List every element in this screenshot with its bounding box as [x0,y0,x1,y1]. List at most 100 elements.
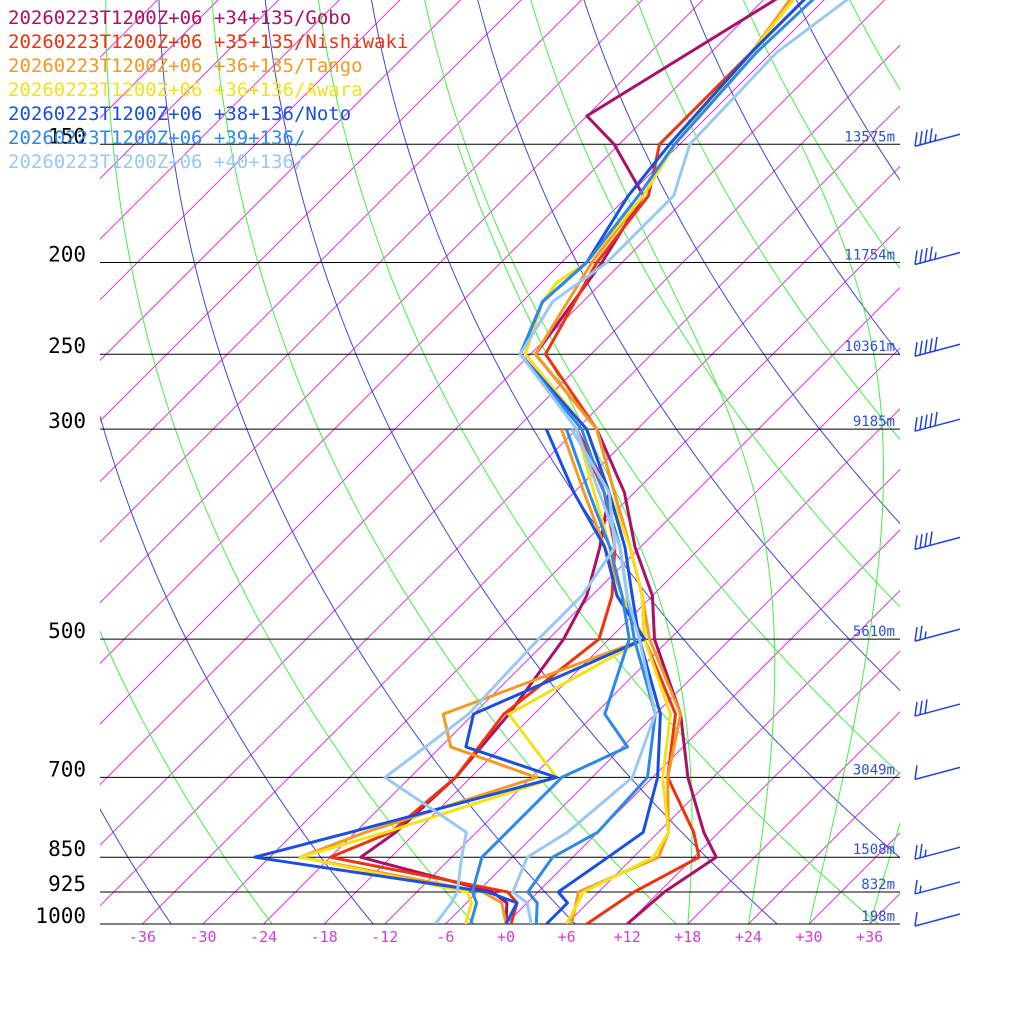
dry-adiabat-line [530,0,900,608]
wind-barb-feather [929,246,933,261]
dry-adiabat-line [636,0,900,441]
wind-barb-feather [914,879,918,895]
dry-adiabat-line [105,0,475,924]
temperature-line-6 [518,0,815,924]
isotherm-line [263,286,900,924]
wind-barb-staff [914,133,961,148]
isotherm-line [100,0,401,301]
isotherm-line [100,0,462,362]
wind-barb-staff [914,418,961,432]
isotherm-line [100,44,900,846]
moist-adiabat-line [869,821,900,924]
wind-barb [914,128,961,148]
dry-adiabat-line [783,0,1024,924]
wind-barb-feather [934,336,938,352]
isotherm-line [445,468,900,924]
wind-barb [914,699,961,717]
temperature-tick-label: -6 [436,928,454,946]
wind-barb-feather [914,132,918,147]
isotherm-line [100,0,704,604]
height-label: 9185m [853,414,895,430]
wind-barb-half-feather [919,885,922,893]
height-label: 10361m [844,339,895,355]
temperature-tick-label: -30 [189,928,216,946]
wind-barb-staff [914,343,961,357]
wind-barb-half-feather [924,631,927,639]
pressure-label: 250 [48,334,86,358]
wind-barb-feather [924,247,928,263]
dry-adiabat-line [894,0,1024,924]
temperature-line-4 [523,0,796,924]
wind-barb-feather [924,414,928,429]
legend-item-4: 20260223T1200Z+06 +36+136/Awara [8,79,363,101]
legend-item-6: 20260223T1200Z+06 +39+136/ [8,127,305,149]
legend-item-1: 20260223T1200Z+06 +34+135/Gobo [8,7,351,29]
wind-barb-feather [914,701,918,717]
pressure-label: 500 [48,619,86,643]
dry-adiabat-line [100,629,273,924]
wind-barb [914,531,961,551]
wind-barb-feather [919,843,923,859]
legend-item-7: 20260223T1200Z+06 +40+136/ [8,151,305,173]
wind-barb [914,625,961,642]
isotherm-line [100,0,765,665]
dewpoint-line-6 [469,428,631,924]
wind-barb-half-feather [934,133,937,142]
legend-item-5: 20260223T1200Z+06 +38+136/Noto [8,103,351,125]
height-label: 832m [861,877,895,893]
wind-barb [914,765,961,781]
wind-barb-feather [924,339,928,354]
isotherm-line [991,0,1024,924]
height-label: 13575m [844,129,895,145]
wind-barb-feather [919,415,923,430]
wind-barb-half-feather [934,252,937,260]
temperature-tick-label: +30 [795,928,822,946]
wind-barb-feather [924,129,928,144]
temperature-line-7 [511,0,850,924]
dry-adiabat-line [100,808,172,924]
legend-item-3: 20260223T1200Z+06 +36+135/Tango [8,55,363,77]
height-label: 3049m [853,762,895,778]
axis-labels: 100150200250300500700850925100016138m135… [35,124,895,946]
temperature-tick-label: +0 [497,928,515,946]
wind-barb-feather [919,130,923,146]
temperature-tick-label: -18 [311,928,338,946]
wind-barb-feather [929,128,933,143]
wind-barb-staff [914,913,961,927]
temperature-tick-label: -36 [129,928,156,946]
wind-barb-feather [914,250,918,265]
wind-barb-half-feather [924,849,927,857]
dry-adiabat-line [158,0,576,924]
isotherm-line [384,408,900,924]
pressure-label: 850 [48,837,86,861]
temperature-line-3 [533,0,792,924]
legend-item-2: 20260223T1200Z+06 +35+135/Nishiwaki [8,31,408,53]
isotherm-line [100,0,522,422]
wind-barb-staff [914,251,961,266]
sounding-profiles [253,0,850,924]
temperature-tick-label: +24 [735,928,762,946]
wind-barb-staff [914,628,961,642]
wind-barb [914,411,961,432]
moist-adiabat-line [800,144,884,924]
dewpoint-line-7 [383,428,617,924]
temperature-tick-label: +18 [674,928,701,946]
pressure-label: 925 [48,872,86,896]
temperature-line-1 [533,0,778,924]
height-label: 11754m [844,248,895,264]
wind-barb-feather [914,342,918,357]
dry-adiabat-line [424,0,900,775]
wind-barb-feather [914,911,918,927]
isotherm-line [626,650,900,924]
temperature-tick-label: -12 [371,928,398,946]
wind-barb [914,911,961,927]
wind-barb [914,336,961,357]
dry-adiabat-line [264,0,778,924]
wind-barb-feather [919,340,923,356]
wind-barb-feather [919,700,923,715]
dry-adiabat-line [583,0,900,525]
wind-barb-feather [914,845,918,860]
wind-barb-feather [914,627,918,642]
temperature-tick-label: +12 [614,928,641,946]
